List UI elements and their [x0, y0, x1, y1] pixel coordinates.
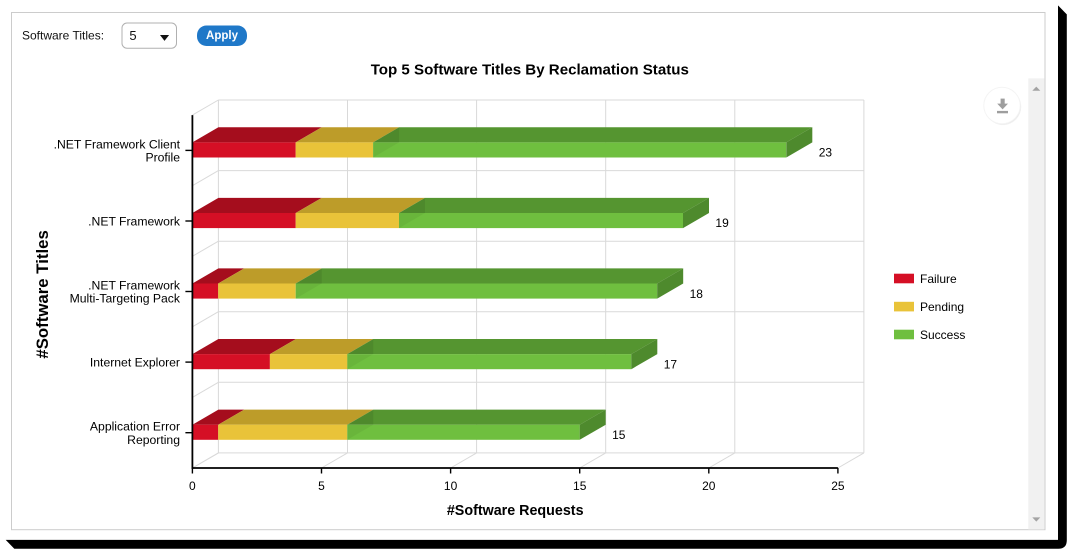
- svg-text:10: 10: [444, 479, 458, 493]
- svg-text:25: 25: [831, 479, 845, 493]
- svg-text:Pending: Pending: [920, 300, 964, 314]
- svg-text:5: 5: [318, 479, 325, 493]
- svg-text:19: 19: [715, 216, 729, 230]
- svg-text:.NET Framework Client: .NET Framework Client: [54, 137, 181, 151]
- svg-text:Internet Explorer: Internet Explorer: [90, 356, 180, 370]
- svg-text:Application Error: Application Error: [90, 420, 180, 434]
- svg-text:#Software Titles: #Software Titles: [33, 230, 52, 358]
- svg-text:#Software Requests: #Software Requests: [447, 503, 584, 519]
- svg-text:Success: Success: [920, 328, 965, 342]
- svg-text:Top 5 Software Titles By Recla: Top 5 Software Titles By Reclamation Sta…: [371, 62, 689, 79]
- svg-text:15: 15: [573, 479, 587, 493]
- svg-text:23: 23: [819, 146, 833, 160]
- svg-text:15: 15: [612, 428, 626, 442]
- svg-text:Reporting: Reporting: [127, 433, 180, 447]
- svg-text:0: 0: [189, 479, 196, 493]
- svg-text:17: 17: [664, 357, 678, 371]
- svg-text:.NET Framework: .NET Framework: [88, 279, 181, 293]
- svg-text:.NET Framework: .NET Framework: [88, 215, 181, 229]
- svg-text:Profile: Profile: [145, 151, 180, 165]
- svg-text:20: 20: [702, 479, 716, 493]
- svg-text:Apply: Apply: [206, 30, 239, 42]
- svg-text:Software Titles:: Software Titles:: [22, 28, 104, 42]
- svg-text:18: 18: [690, 287, 704, 301]
- svg-text:Multi-Targeting Pack: Multi-Targeting Pack: [70, 292, 181, 306]
- svg-text:Failure: Failure: [920, 272, 957, 286]
- svg-text:5: 5: [129, 28, 136, 43]
